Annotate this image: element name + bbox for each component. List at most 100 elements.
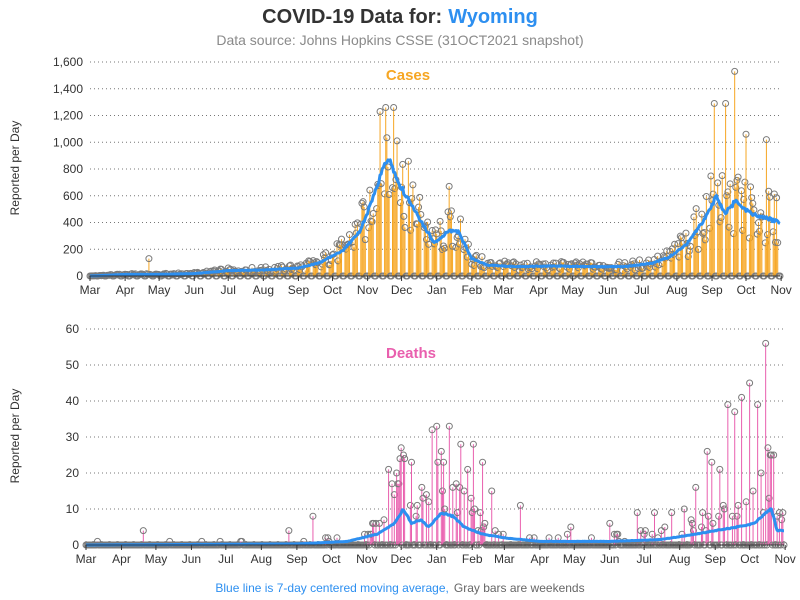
deaths-point-marker (733, 512, 741, 520)
deaths-point-marker (650, 509, 658, 517)
cases-weekend-bar (310, 273, 312, 276)
cases-weekend-bar (700, 273, 702, 276)
cases-point-marker (478, 253, 486, 261)
cases-point-marker (700, 229, 708, 237)
cases-weekend-bar (501, 273, 504, 276)
cases-panel-title: Cases (386, 67, 430, 84)
cases-weekend-bar (493, 273, 496, 276)
cases-weekend-bar (698, 273, 701, 276)
deaths-point-marker (139, 527, 147, 535)
cases-weekend-bar (659, 273, 661, 276)
deaths-point-marker (779, 509, 787, 517)
deaths-point-marker (703, 447, 711, 455)
cases-weekend-bar (508, 273, 510, 276)
cases-weekend-bar (739, 273, 741, 276)
deaths-weekend-bar (461, 541, 463, 545)
cases-point-marker (709, 190, 717, 198)
deaths-point-marker (445, 422, 453, 430)
deaths-x-tick-label: Sep (705, 552, 727, 566)
deaths-weekend-bar (703, 541, 705, 545)
cases-point-marker (358, 199, 366, 207)
deaths-weekend-bar (454, 541, 456, 545)
cases-point-marker (376, 107, 384, 115)
deaths-point-marker (749, 487, 757, 495)
footer-note: Blue line is 7-day centered moving avera… (215, 581, 584, 595)
cases-weekend-bar (683, 273, 685, 276)
cases-point-marker (353, 219, 361, 227)
cases-weekend-bar (565, 273, 567, 276)
deaths-point-marker (488, 487, 496, 495)
cases-y-tick-label: 600 (63, 189, 83, 203)
deaths-weekend-bar (710, 541, 712, 545)
deaths-y-tick-label: 40 (66, 394, 80, 408)
cases-point-marker (766, 193, 774, 201)
cases-weekend-bar (692, 273, 694, 276)
cases-weekend-bar (635, 273, 637, 276)
cases-weekend-bar (746, 273, 748, 276)
cases-weekend-bar (349, 273, 352, 276)
cases-point-marker (724, 188, 732, 196)
deaths-weekend-bar (446, 541, 448, 545)
deaths-point-marker (680, 505, 688, 513)
deaths-point-marker (467, 494, 475, 502)
cases-y-tick-label: 1,400 (53, 82, 83, 96)
cases-weekend-bar (373, 273, 375, 276)
deaths-y-tick-label: 20 (66, 466, 80, 480)
cases-point-marker (740, 196, 748, 204)
cases-point-marker (345, 231, 353, 239)
cases-point-marker (732, 183, 740, 191)
cases-weekend-bar (343, 273, 345, 276)
deaths-point-marker (567, 523, 575, 531)
cases-point-marker (692, 205, 700, 213)
deaths-x-tick-label: Mar (494, 552, 515, 566)
deaths-point-marker (692, 483, 700, 491)
deaths-point-marker (778, 516, 786, 524)
cases-weekend-bar (541, 273, 543, 276)
cases-weekend-bar (319, 273, 321, 276)
cases-weekend-bar (708, 273, 710, 276)
cases-weekend-bar (335, 273, 337, 276)
cases-point-marker (714, 179, 722, 187)
cases-point-marker (717, 214, 725, 222)
deaths-point-marker (731, 408, 739, 416)
cases-weekend-bar (470, 273, 472, 276)
cases-weekend-bar (413, 273, 415, 276)
deaths-x-tick-label: May (563, 552, 586, 566)
cases-y-tick-label: 200 (63, 242, 83, 256)
deaths-weekend-bar (381, 541, 383, 545)
cases-weekend-bar (763, 273, 765, 276)
deaths-x-tick-label: Feb (462, 552, 483, 566)
cases-weekend-bar (500, 273, 502, 276)
deaths-spikes (82, 339, 788, 549)
deaths-point-marker (709, 519, 717, 527)
cases-weekend-bar (723, 273, 726, 276)
cases-point-marker (404, 157, 412, 165)
cases-point-marker (360, 203, 368, 211)
deaths-weekend-bar (438, 541, 440, 545)
cases-weekend-bar (405, 273, 407, 276)
cases-point-marker (390, 103, 398, 111)
cases-weekend-bar (357, 273, 360, 276)
cases-weekend-bar (430, 273, 432, 276)
deaths-x-tick-label: May (145, 552, 168, 566)
deaths-y-tick-label: 0 (72, 538, 79, 552)
deaths-x-tick-label: Nov (356, 552, 377, 566)
deaths-point-marker (464, 465, 472, 473)
cases-weekend-bar (485, 273, 488, 276)
cases-weekend-bar (422, 273, 424, 276)
deaths-point-marker (762, 339, 770, 347)
cases-weekend-bar (302, 273, 304, 276)
cases-weekend-bar (381, 273, 383, 276)
deaths-point-marker (476, 509, 484, 517)
cases-weekend-bar (620, 273, 622, 276)
cases-weekend-bar (462, 273, 464, 276)
cases-x-tick-label: Nov (770, 283, 791, 297)
cases-weekend-bar (476, 273, 479, 276)
cases-point-marker (770, 190, 778, 198)
cases-weekend-bar (715, 273, 718, 276)
deaths-x-tick-label: Aug (669, 552, 690, 566)
cases-weekend-bar (397, 273, 399, 276)
cases-x-tick-label: Jun (185, 283, 204, 297)
cases-point-marker (773, 194, 781, 202)
cases-point-marker (725, 223, 733, 231)
